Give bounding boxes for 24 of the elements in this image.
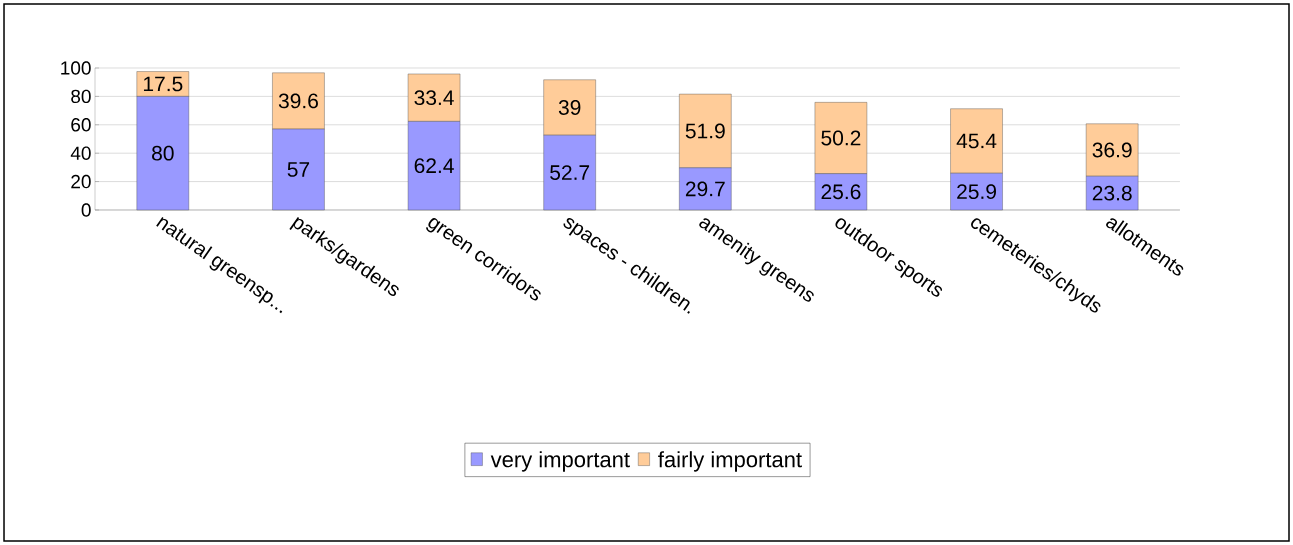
data-label: 39 xyxy=(558,100,581,115)
data-label: 25.9 xyxy=(957,184,996,200)
y-tick-label: 20 xyxy=(71,174,91,189)
data-label: 52.7 xyxy=(550,165,590,180)
data-label: 33.4 xyxy=(414,90,454,106)
data-label: 39.6 xyxy=(278,93,318,109)
data-label: 23.8 xyxy=(1092,185,1132,201)
y-tick-label: 100 xyxy=(61,61,91,75)
y-tick-label: 80 xyxy=(71,89,91,104)
data-label: 36.9 xyxy=(1092,142,1132,158)
data-label: 29.7 xyxy=(685,181,725,197)
data-label: 51.9 xyxy=(685,123,725,139)
legend-label: fairly important xyxy=(658,451,802,472)
data-label: 50.2 xyxy=(821,130,861,146)
y-tick-label: 40 xyxy=(70,146,91,160)
data-label: 17.5 xyxy=(143,76,183,92)
y-tick-label: 60 xyxy=(71,118,91,132)
legend-label: very important xyxy=(490,451,630,472)
y-tick-label: 0 xyxy=(81,203,91,217)
data-label: 45.4 xyxy=(956,133,997,149)
data-label: 57 xyxy=(287,162,310,177)
data-label: 25.6 xyxy=(821,184,861,200)
data-label: 62.4 xyxy=(414,158,454,174)
data-label: 80 xyxy=(152,145,174,161)
